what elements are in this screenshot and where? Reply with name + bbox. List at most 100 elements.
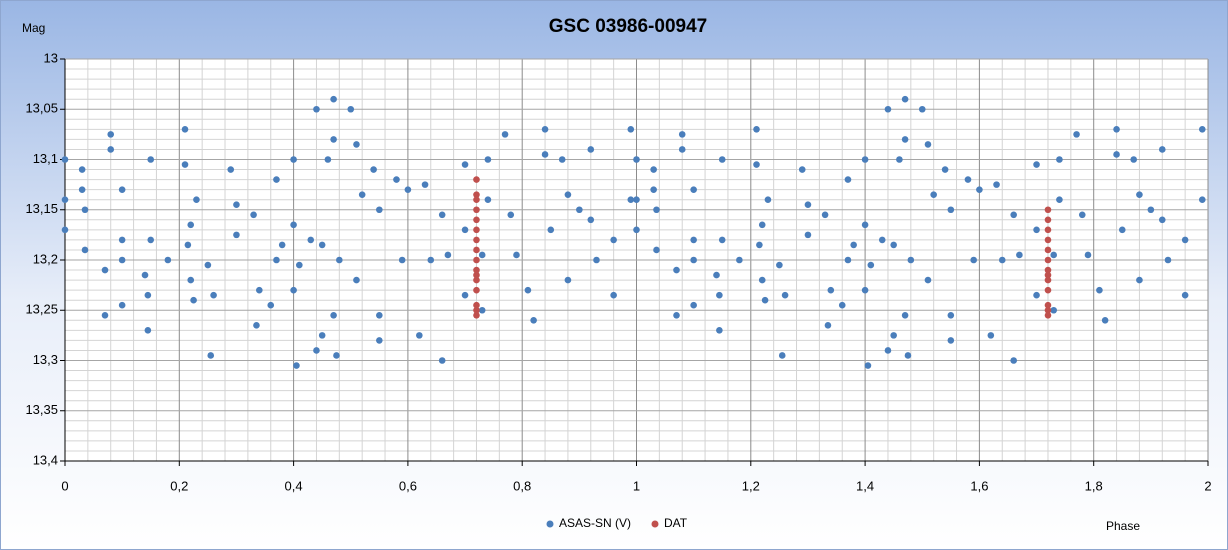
data-point [1033, 161, 1040, 168]
data-point [844, 176, 852, 183]
data-point [478, 251, 486, 259]
data-point [633, 196, 640, 203]
x-tick-label: 1,2 [742, 478, 760, 493]
data-point [718, 236, 726, 244]
data-point [1096, 286, 1103, 294]
y-tick-label: 13,15 [25, 201, 58, 216]
data-point [1044, 266, 1052, 274]
data-point [753, 161, 760, 168]
data-point [273, 176, 280, 183]
data-point [81, 246, 89, 254]
data-point [930, 191, 937, 198]
data-point [313, 105, 320, 113]
data-point [781, 291, 789, 299]
data-point [473, 276, 480, 284]
x-tick-label: 0,8 [513, 478, 531, 493]
data-point [633, 226, 640, 234]
data-point [376, 206, 383, 214]
data-point [473, 266, 480, 274]
data-point [233, 231, 240, 239]
data-point [144, 291, 152, 299]
legend: ASAS-SN (V) DAT [546, 516, 688, 530]
data-point [473, 311, 480, 319]
data-point [650, 186, 657, 193]
data-point [1044, 301, 1052, 309]
data-point [736, 256, 743, 264]
data-point [716, 327, 723, 334]
data-point [804, 201, 812, 209]
x-tick-label: 1,8 [1085, 478, 1103, 493]
data-point [1101, 317, 1109, 324]
data-point [884, 105, 892, 113]
data-point [290, 221, 297, 229]
chart-title: GSC 03986-00947 [549, 16, 707, 37]
data-point [587, 146, 595, 153]
y-tick-label: 13,1 [33, 151, 58, 166]
data-point [473, 286, 480, 294]
data-point [678, 146, 686, 153]
data-point [184, 241, 192, 249]
y-tick-label: 13,4 [33, 452, 58, 467]
data-point [861, 156, 869, 163]
x-tick-label: 0,4 [285, 478, 303, 493]
data-point [461, 161, 469, 168]
data-point [473, 226, 480, 234]
data-point [256, 286, 263, 294]
data-point [164, 256, 172, 264]
data-point [678, 131, 686, 138]
data-point [564, 276, 572, 284]
data-point [753, 126, 760, 133]
data-point [827, 286, 835, 294]
data-point [541, 126, 549, 133]
legend-label: DAT [664, 516, 688, 530]
data-point [507, 211, 515, 219]
data-point [653, 206, 660, 214]
x-tick-label: 0 [61, 478, 68, 493]
data-point [941, 166, 949, 173]
data-point [901, 136, 909, 143]
data-point [1181, 236, 1189, 244]
data-point [318, 241, 326, 249]
data-point [653, 246, 660, 254]
data-point [1181, 291, 1189, 299]
data-point [416, 332, 423, 339]
data-point [267, 301, 275, 309]
data-point [587, 216, 595, 224]
y-tick-label: 13,25 [25, 302, 58, 317]
markers [61, 95, 1206, 369]
data-point [1044, 236, 1052, 244]
data-point [227, 166, 235, 173]
x-tick-label: 1,6 [970, 478, 988, 493]
y-tick-label: 13,3 [33, 352, 58, 367]
data-point [1056, 156, 1063, 163]
data-point [307, 236, 315, 244]
data-point [210, 291, 217, 299]
data-point [1113, 151, 1120, 158]
data-point [101, 311, 109, 319]
data-point [1073, 131, 1080, 138]
data-point [233, 201, 240, 209]
data-point [1016, 251, 1023, 259]
data-point [690, 186, 697, 193]
data-point [1158, 146, 1166, 153]
data-point [798, 166, 806, 173]
data-point [970, 256, 977, 264]
x-tick-label: 0,2 [170, 478, 188, 493]
data-point [610, 236, 617, 244]
data-point [1044, 286, 1052, 294]
data-point [353, 141, 360, 148]
data-point [461, 291, 469, 299]
data-point [1044, 256, 1052, 264]
data-point [673, 311, 680, 319]
data-point [107, 146, 115, 153]
data-point [484, 196, 492, 203]
data-point [181, 126, 189, 133]
data-point [861, 286, 869, 294]
data-point [347, 105, 355, 113]
data-point [1164, 256, 1172, 264]
data-point [187, 221, 195, 229]
data-point [690, 236, 697, 244]
data-point [838, 301, 846, 309]
data-point [1044, 311, 1052, 319]
data-point [324, 156, 332, 163]
